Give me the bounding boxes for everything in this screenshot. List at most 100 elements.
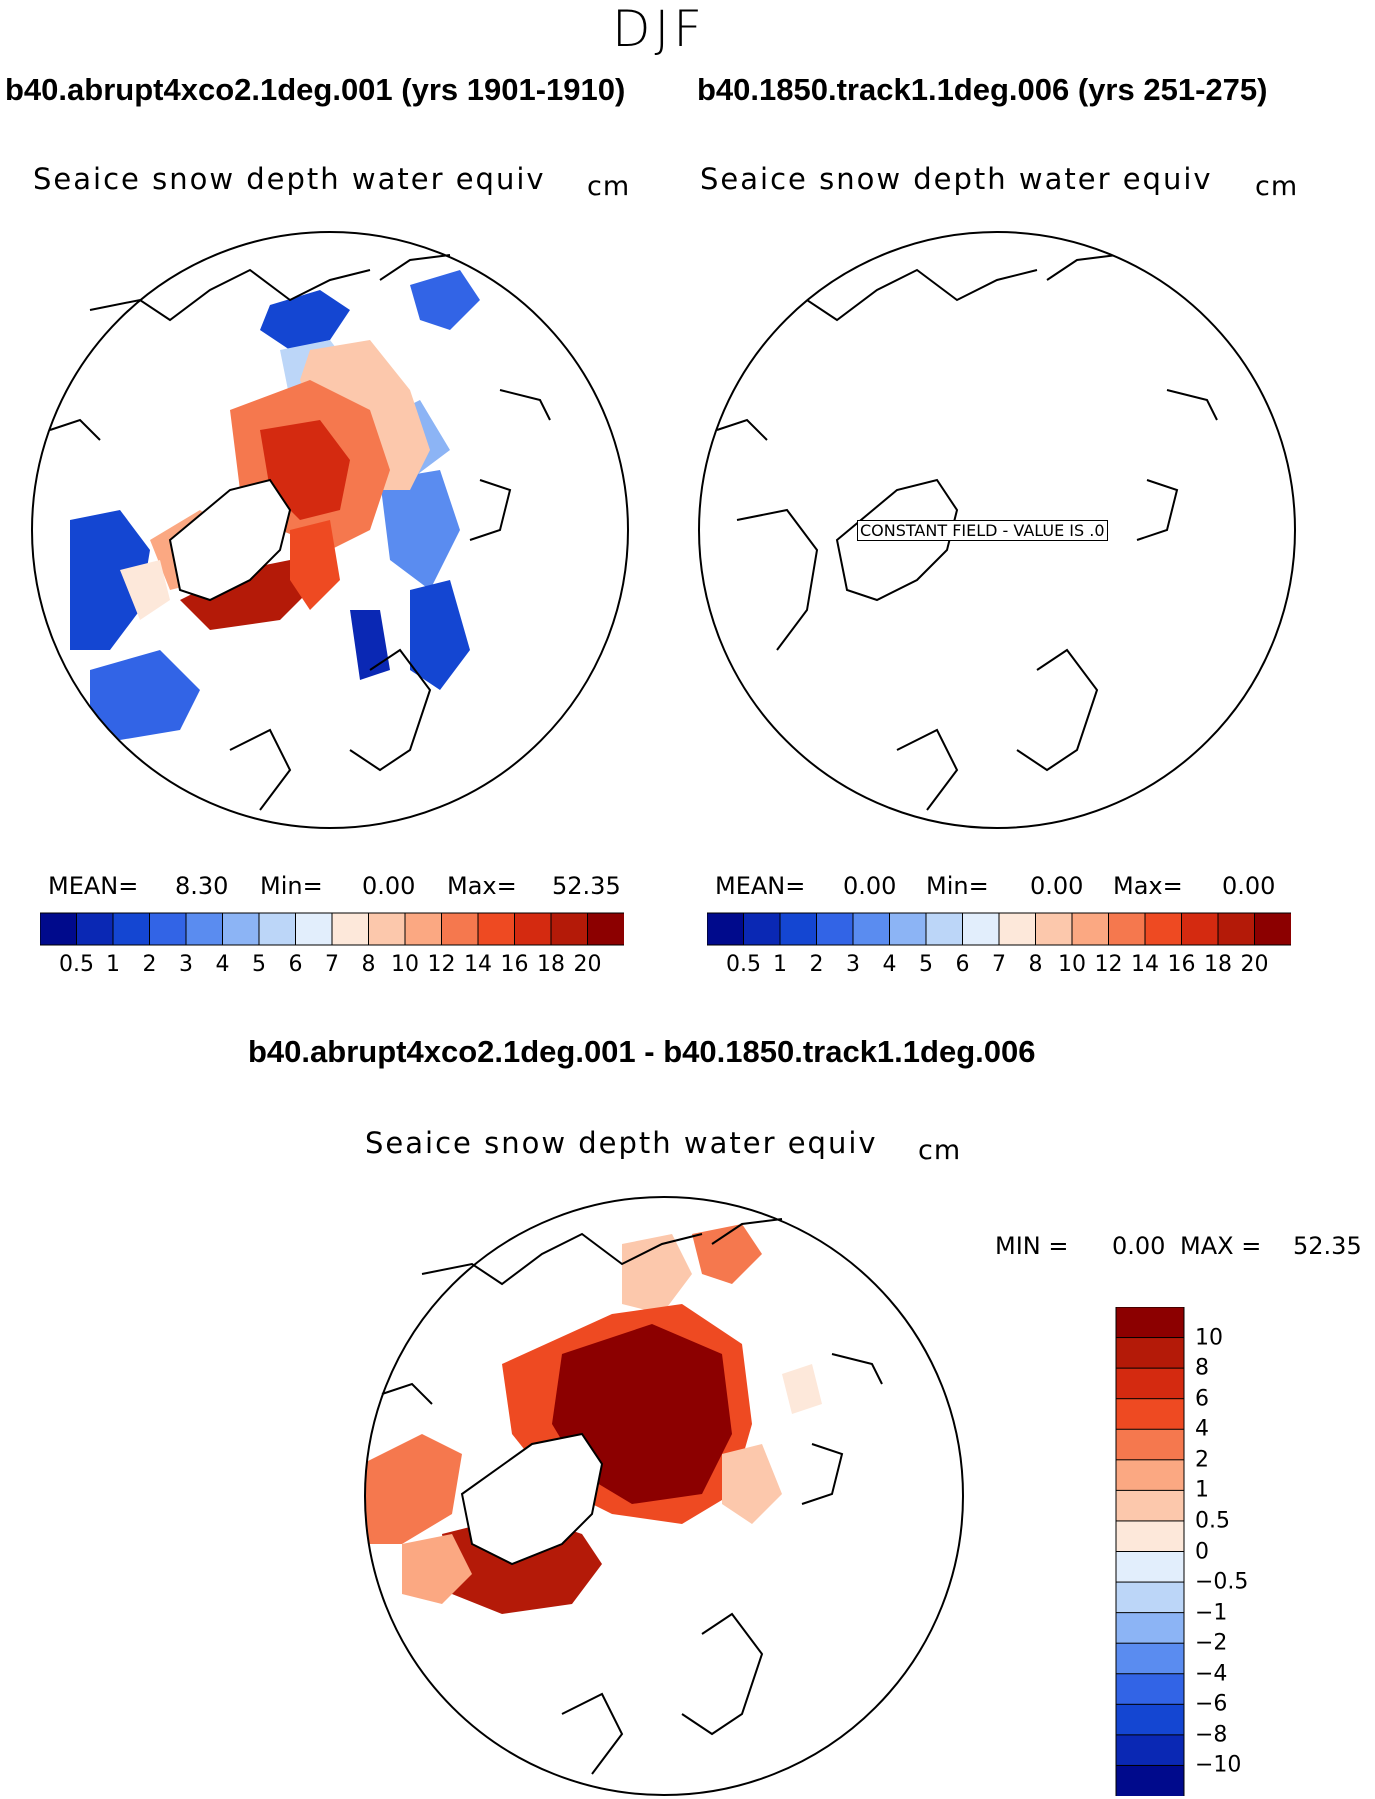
left-colorbar-ticks: 0.5 1 2 3 4 5 6 7 8 10 12 14 16 18 20 — [40, 952, 624, 982]
colorbar-tick-label: 16 — [500, 952, 529, 977]
colorbar-tick-label: 6 — [288, 952, 303, 977]
colorbar-tick-label: 10 — [1058, 952, 1086, 977]
colorbar-swatch — [1115, 1642, 1185, 1675]
colorbar-swatch — [587, 912, 624, 946]
colorbar-swatch — [743, 912, 781, 946]
colorbar-tick-label: 2 — [142, 952, 157, 977]
colorbar-tick-label: 12 — [427, 952, 456, 977]
colorbar-swatch — [925, 912, 964, 946]
colorbar-tick-label: 10 — [391, 952, 419, 977]
colorbar-swatch — [295, 912, 333, 946]
difference-units: cm — [918, 1135, 962, 1166]
colorbar-swatch — [1115, 1428, 1185, 1461]
colorbar-swatch — [1115, 1551, 1185, 1584]
colorbar-tick-label: 1 — [1195, 1477, 1209, 1503]
right-map-border — [698, 231, 1296, 829]
colorbar-swatch — [76, 912, 114, 946]
colorbar-tick-label: 7 — [992, 952, 1006, 977]
colorbar-swatch — [1115, 1367, 1185, 1400]
right-colorbar-ticks: 0.5 1 2 3 4 5 6 7 8 10 12 14 16 18 20 — [707, 952, 1291, 982]
colorbar-swatch — [1115, 1673, 1185, 1706]
colorbar-swatch — [1115, 1489, 1185, 1522]
colorbar-swatch — [816, 912, 854, 946]
colorbar-tick-label: 10 — [1195, 1325, 1223, 1351]
colorbar-swatch — [1115, 1581, 1185, 1614]
right-coastlines — [716, 254, 1218, 811]
colorbar-swatch — [40, 912, 78, 946]
left-colorbar — [40, 912, 624, 946]
difference-polar-map — [364, 1196, 964, 1796]
colorbar-tick-label: 4 — [1195, 1416, 1209, 1442]
left-stats-min-label: Min= — [260, 872, 323, 900]
colorbar-tick-label: −10 — [1195, 1752, 1242, 1778]
colorbar-swatch — [368, 912, 406, 946]
right-units: cm — [1255, 171, 1299, 202]
right-stats-min-value: 0.00 — [1030, 872, 1084, 900]
colorbar-swatch — [477, 912, 516, 946]
colorbar-tick-label: 7 — [325, 952, 339, 977]
colorbar-tick-label: 4 — [215, 952, 230, 977]
right-variable-title: Seaice snow depth water equiv — [700, 162, 1213, 196]
colorbar-tick-label: 20 — [1240, 952, 1269, 977]
difference-coastlines — [381, 1218, 883, 1775]
left-snow-field — [70, 270, 480, 740]
colorbar-swatch — [404, 912, 443, 946]
colorbar-tick-label: 6 — [955, 952, 970, 977]
colorbar-tick-label: 8 — [1028, 952, 1043, 977]
colorbar-swatch — [1071, 912, 1110, 946]
colorbar-tick-label: 6 — [1195, 1386, 1209, 1412]
difference-max-value: 52.35 — [1293, 1232, 1362, 1260]
colorbar-tick-label: 14 — [1131, 952, 1159, 977]
colorbar-swatch — [514, 912, 552, 946]
colorbar-swatch — [149, 912, 187, 946]
left-map-border — [31, 231, 629, 829]
colorbar-swatch — [1035, 912, 1073, 946]
colorbar-tick-label: −8 — [1195, 1722, 1228, 1748]
colorbar-tick-label: 0 — [1195, 1539, 1209, 1564]
colorbar-tick-label: −2 — [1195, 1630, 1228, 1656]
right-stats-mean-label: MEAN= — [715, 872, 806, 900]
colorbar-tick-label: 14 — [464, 952, 492, 977]
colorbar-swatch — [1108, 912, 1146, 946]
colorbar-swatch — [1115, 1703, 1185, 1736]
left-units: cm — [587, 171, 631, 202]
colorbar-swatch — [1115, 1612, 1185, 1645]
colorbar-swatch — [1115, 1398, 1185, 1431]
colorbar-swatch — [1115, 1307, 1185, 1339]
right-stats-max-value: 0.00 — [1222, 872, 1276, 900]
colorbar-tick-label: 3 — [179, 952, 193, 977]
colorbar-swatch — [1115, 1764, 1185, 1796]
difference-map-border — [364, 1196, 964, 1796]
right-polar-map — [698, 231, 1296, 829]
colorbar-tick-label: 4 — [882, 952, 897, 977]
colorbar-tick-label: 20 — [573, 952, 602, 977]
colorbar-tick-label: 12 — [1094, 952, 1123, 977]
colorbar-swatch — [185, 912, 224, 946]
colorbar-swatch — [779, 912, 818, 946]
colorbar-swatch — [1115, 1520, 1185, 1553]
right-colorbar — [707, 912, 1291, 946]
difference-variable-title: Seaice snow depth water equiv — [365, 1126, 878, 1160]
left-polar-map — [31, 231, 629, 829]
difference-colorbar — [1115, 1307, 1185, 1796]
colorbar-swatch — [707, 912, 745, 946]
constant-field-note: CONSTANT FIELD - VALUE IS .0 — [857, 520, 1108, 541]
colorbar-tick-label: −1 — [1195, 1600, 1228, 1626]
right-stats-min-label: Min= — [926, 872, 989, 900]
left-stats-mean-value: 8.30 — [175, 872, 229, 900]
difference-max-label: MAX = — [1180, 1232, 1262, 1260]
left-stats-max-value: 52.35 — [552, 872, 621, 900]
left-coastlines — [49, 254, 551, 811]
colorbar-tick-label: 2 — [1195, 1447, 1209, 1473]
colorbar-swatch — [222, 912, 260, 946]
difference-snow-field — [365, 1224, 822, 1614]
difference-title: b40.abrupt4xco2.1deg.001 - b40.1850.trac… — [248, 1034, 1036, 1069]
colorbar-tick-label: −6 — [1195, 1691, 1228, 1717]
colorbar-tick-label: 8 — [361, 952, 376, 977]
colorbar-tick-label: 18 — [537, 952, 565, 977]
colorbar-swatch — [258, 912, 297, 946]
colorbar-tick-label: −0.5 — [1195, 1569, 1249, 1595]
colorbar-tick-label: 3 — [846, 952, 860, 977]
colorbar-tick-label: 1 — [106, 952, 120, 977]
colorbar-swatch — [1115, 1459, 1185, 1492]
